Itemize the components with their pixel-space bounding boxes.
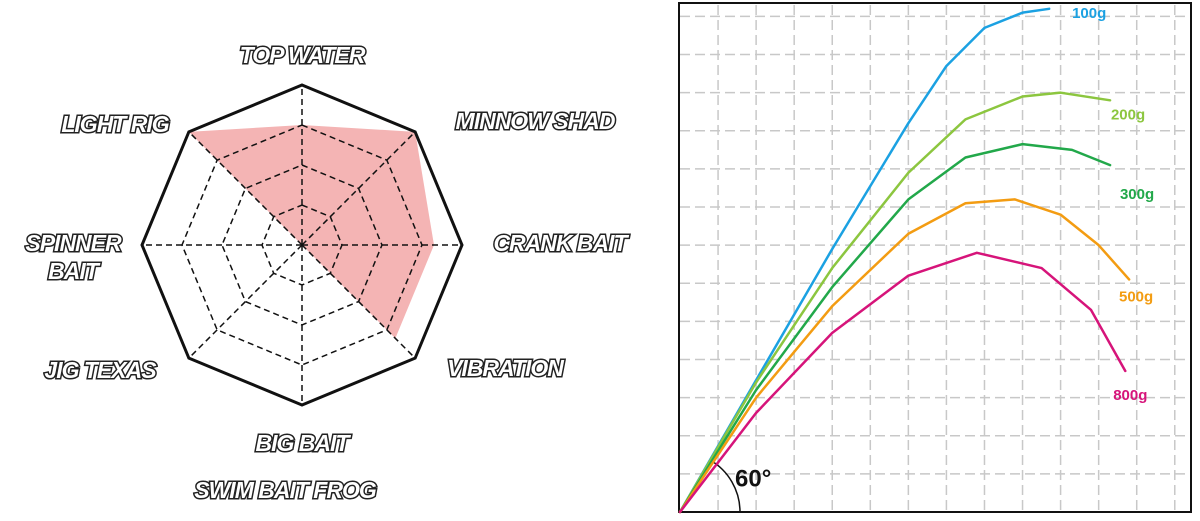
bend-curve bbox=[678, 7, 1051, 514]
bend-curve bbox=[678, 91, 1112, 514]
radar-area bbox=[188, 125, 434, 339]
bend-curve bbox=[678, 142, 1112, 514]
angle-arc bbox=[709, 459, 741, 513]
radar-ring bbox=[181, 124, 423, 366]
series-label: 200g bbox=[1111, 106, 1145, 123]
angle-label: 60° bbox=[735, 465, 771, 492]
category-label: BAIT bbox=[48, 258, 101, 284]
category-label: VIBRATION bbox=[447, 355, 564, 381]
series-label: 500g bbox=[1119, 288, 1153, 305]
series-label: 800g bbox=[1113, 387, 1147, 404]
radar-spoke bbox=[301, 131, 416, 246]
category-label: CRANK BAIT bbox=[493, 230, 629, 256]
category-label: SWIM BAIT FROG bbox=[194, 477, 377, 503]
series-label: 300g bbox=[1120, 186, 1154, 203]
category-label: MINNOW SHAD bbox=[456, 108, 615, 134]
bend-curve bbox=[678, 251, 1127, 514]
radar-spoke bbox=[188, 244, 303, 359]
radar-spoke bbox=[188, 131, 303, 246]
category-label: LIGHT RIG bbox=[61, 111, 169, 137]
bend-curve bbox=[678, 198, 1131, 514]
category-label: TOP WATER bbox=[240, 42, 366, 68]
category-label: JIG TEXAS bbox=[44, 357, 157, 383]
plot-frame bbox=[678, 2, 1192, 513]
series-label: 100g bbox=[1072, 5, 1106, 22]
category-label: SPINNER bbox=[25, 230, 122, 256]
category-label: BIG BAIT bbox=[256, 430, 352, 456]
radar-spoke bbox=[301, 244, 416, 359]
radar-outline bbox=[140, 83, 464, 407]
